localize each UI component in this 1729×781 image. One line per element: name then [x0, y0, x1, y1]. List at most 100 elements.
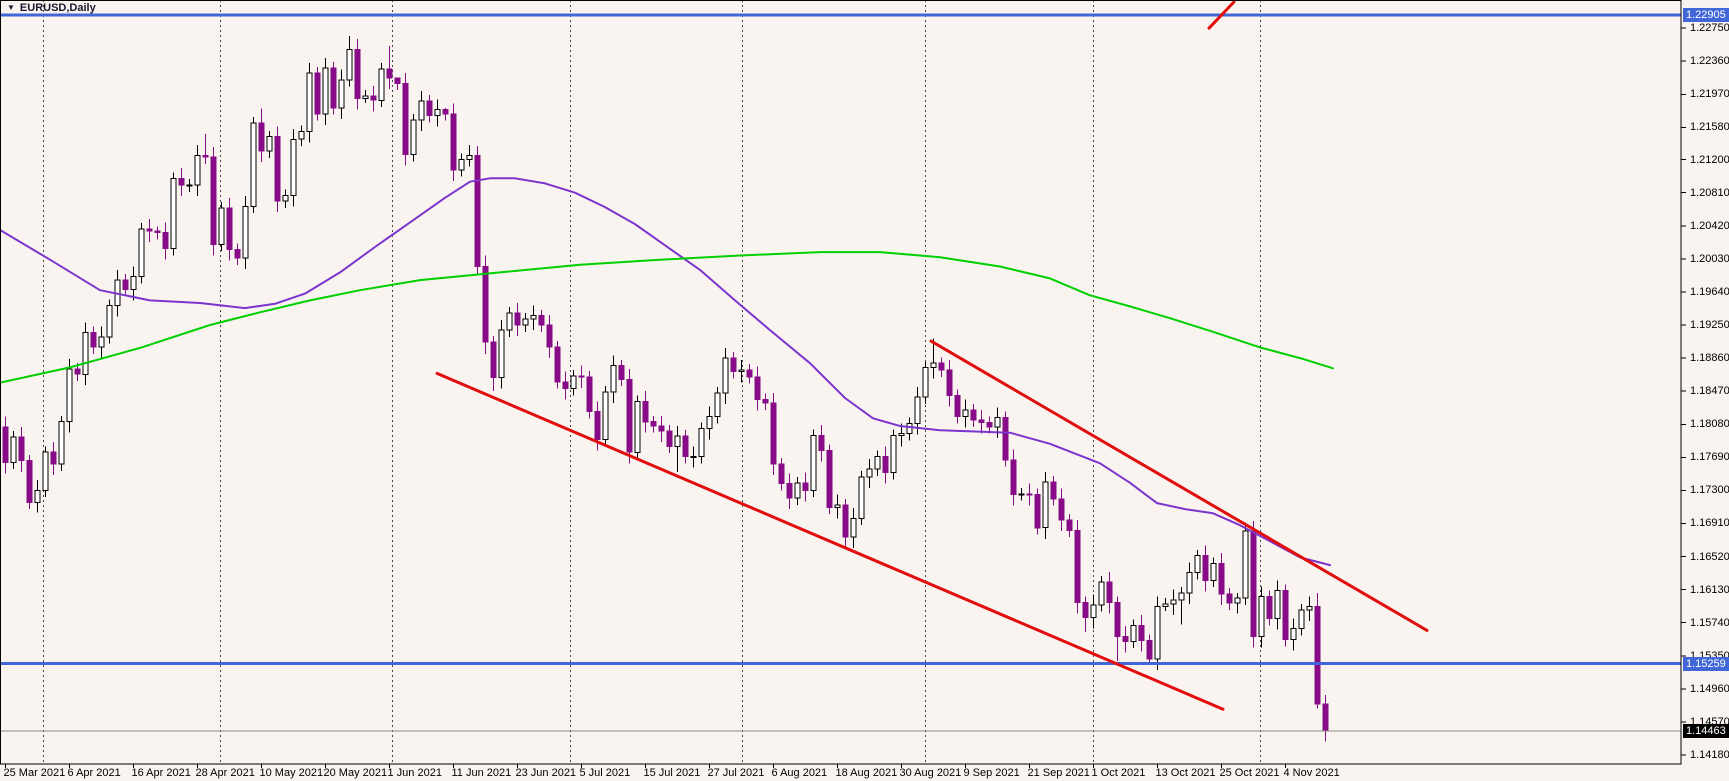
top-right-trendline-segment[interactable]: [1207, 0, 1236, 30]
bearish-candle-body: [538, 315, 545, 326]
bullish-candle-body: [458, 159, 465, 171]
lower-channel-trendline[interactable]: [435, 371, 1225, 711]
bearish-candle-body: [1282, 590, 1289, 641]
date-tick-label: 16 Apr 2021: [131, 767, 191, 779]
bearish-candle-body: [154, 230, 161, 234]
bearish-candle-body: [1106, 581, 1113, 603]
bullish-candle-body: [1018, 493, 1025, 496]
price-tick-label: 1.16520: [1690, 550, 1729, 563]
bearish-candle-body: [626, 378, 633, 453]
bullish-candle-body: [866, 468, 873, 478]
bearish-candle-body: [274, 136, 281, 202]
price-tick-label: 1.22750: [1690, 22, 1729, 35]
bullish-candle-body: [82, 332, 89, 375]
bullish-candle-body: [994, 417, 1001, 428]
plot-border: [0, 0, 1682, 765]
bullish-candle-body: [914, 396, 921, 424]
bullish-candle-body: [498, 329, 505, 379]
resistance-level-price-tag[interactable]: 1.22905: [1683, 8, 1729, 22]
bearish-candle-body: [546, 324, 553, 348]
ma-slow-green-line: [0, 251, 1334, 384]
bearish-candle-body: [26, 460, 33, 503]
date-tick-label: 21 Sep 2021: [1027, 767, 1090, 779]
bullish-candle-body: [506, 312, 513, 331]
bearish-candle-body: [2, 426, 9, 463]
price-tick-label: 1.18860: [1690, 352, 1729, 365]
bullish-candle-body: [1234, 597, 1241, 604]
bearish-candle-body: [586, 376, 593, 413]
price-tick-label: 1.21200: [1690, 153, 1729, 166]
bearish-candle-body: [234, 249, 241, 259]
bullish-candle-body: [634, 400, 641, 453]
bearish-candle-body: [970, 409, 977, 421]
bearish-candle-body: [826, 450, 833, 508]
bearish-candle-body: [1250, 530, 1257, 637]
bearish-candle-body: [786, 483, 793, 499]
bullish-candle-body: [1154, 606, 1161, 660]
price-tick-label: 1.20420: [1690, 219, 1729, 232]
bearish-candle-body: [802, 482, 809, 491]
bearish-candle-body: [394, 77, 401, 84]
bullish-candle-body: [434, 109, 441, 116]
bearish-candle-body: [354, 48, 361, 100]
bullish-candle-body: [810, 434, 817, 491]
bearish-candle-body: [18, 436, 25, 462]
bearish-candle-body: [370, 95, 377, 101]
current-price-tag[interactable]: 1.14463: [1683, 724, 1729, 739]
bullish-candle-body: [1290, 628, 1297, 641]
symbol-period-label[interactable]: ▼ EURUSD,Daily: [7, 2, 96, 14]
bearish-candle-body: [842, 504, 849, 538]
price-tick-label: 1.17690: [1690, 451, 1729, 464]
bullish-candle-body: [42, 451, 49, 491]
bullish-candle-body: [58, 421, 65, 465]
bullish-candle-body: [1274, 590, 1281, 619]
bearish-candle-body: [666, 430, 673, 447]
support-level-price-tag[interactable]: 1.15259: [1683, 656, 1729, 671]
bearish-candle-body: [770, 402, 777, 465]
bullish-candle-body: [1042, 481, 1049, 529]
bearish-candle-body: [1002, 417, 1009, 461]
date-tick-label: 25 Mar 2021: [3, 767, 66, 779]
bullish-candle-body: [1194, 555, 1201, 574]
bullish-candle-body: [962, 409, 969, 418]
bullish-candle-body: [530, 315, 537, 320]
bearish-candle-body: [730, 357, 737, 373]
bearish-candle-body: [74, 368, 81, 375]
bearish-candle-body: [1050, 481, 1057, 500]
bearish-candle-body: [818, 434, 825, 452]
bullish-candle-body: [34, 489, 41, 503]
bearish-candle-body: [426, 100, 433, 116]
bearish-candle-body: [226, 207, 233, 251]
bearish-candle-body: [122, 279, 129, 290]
date-tick-label: 6 Apr 2021: [67, 767, 121, 779]
price-tick-label: 1.18080: [1690, 418, 1729, 431]
bullish-candle-body: [674, 435, 681, 447]
bullish-candle-body: [218, 207, 225, 245]
bearish-candle-body: [1138, 624, 1145, 642]
bearish-candle-body: [642, 400, 649, 423]
bullish-candle-body: [282, 194, 289, 202]
bearish-candle-body: [386, 68, 393, 79]
date-tick-label: 30 Aug 2021: [899, 767, 962, 779]
upper-channel-trendline[interactable]: [929, 339, 1429, 632]
bullish-candle-body: [66, 368, 73, 423]
date-tick-label: 27 Jul 2021: [707, 767, 765, 779]
bullish-candle-body: [10, 436, 17, 463]
bullish-candle-body: [690, 456, 697, 458]
date-tick-label: 13 Oct 2021: [1155, 767, 1216, 779]
bullish-candle-body: [522, 318, 529, 326]
price-tick-label: 1.16130: [1690, 583, 1729, 596]
date-tick-label: 23 Jun 2021: [515, 767, 577, 779]
bearish-candle-body: [658, 425, 665, 432]
bullish-candle-body: [466, 154, 473, 161]
bullish-candle-body: [186, 184, 193, 187]
bearish-candle-body: [562, 381, 569, 390]
bullish-candle-body: [322, 67, 329, 115]
date-tick-label: 28 Apr 2021: [195, 767, 255, 779]
bearish-candle-body: [746, 369, 753, 378]
bearish-candle-body: [1026, 493, 1033, 496]
bearish-candle-body: [1322, 703, 1329, 732]
bearish-candle-body: [882, 456, 889, 474]
price-tick-label: 1.15740: [1690, 616, 1729, 629]
